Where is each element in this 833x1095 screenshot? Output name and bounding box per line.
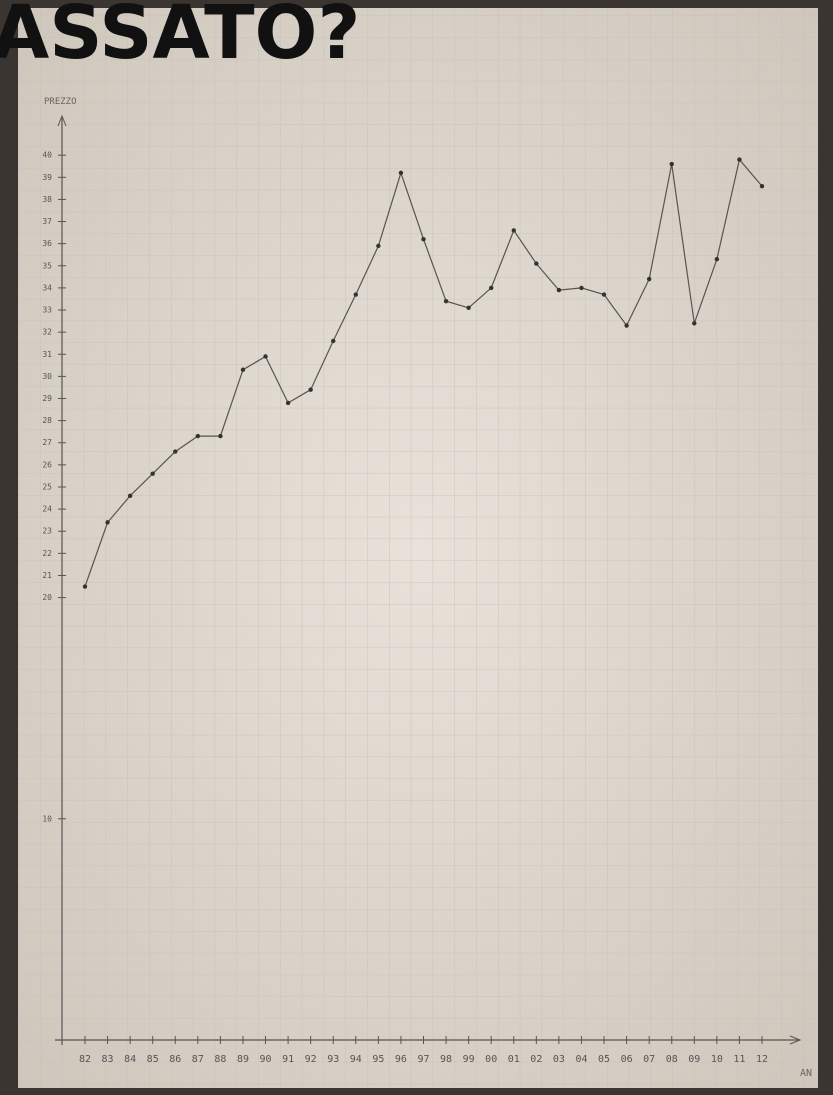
y-tick-label: 20 bbox=[42, 593, 52, 602]
x-tick-label: 87 bbox=[192, 1054, 204, 1065]
point bbox=[150, 471, 155, 476]
point bbox=[443, 298, 449, 304]
x-tick-label: 84 bbox=[124, 1054, 136, 1065]
y-tick-label: 26 bbox=[42, 460, 52, 469]
x-tick-label: 82 bbox=[79, 1054, 91, 1065]
point bbox=[534, 261, 539, 266]
point bbox=[195, 433, 201, 439]
point bbox=[759, 183, 765, 189]
x-tick-label: 11 bbox=[733, 1054, 745, 1065]
x-tick-label: 02 bbox=[530, 1054, 542, 1065]
y-axis-arrow bbox=[57, 114, 67, 127]
x-tick-label: 93 bbox=[327, 1054, 339, 1065]
x-tick-label: 07 bbox=[643, 1054, 655, 1065]
x-tick-label: 00 bbox=[485, 1054, 497, 1065]
y-tick-label: 31 bbox=[42, 350, 52, 359]
point bbox=[737, 157, 742, 162]
x-tick-label: 10 bbox=[711, 1054, 723, 1065]
point bbox=[579, 285, 584, 291]
y-tick-label: 29 bbox=[42, 394, 52, 403]
x-tick-label: 85 bbox=[147, 1054, 159, 1065]
x-tick-label: 92 bbox=[305, 1054, 317, 1065]
chart-title: ASSATO? bbox=[0, 0, 360, 76]
point bbox=[376, 243, 381, 249]
x-tick-label: 95 bbox=[372, 1054, 384, 1065]
x-tick-label: 99 bbox=[463, 1054, 475, 1065]
x-tick-label: 03 bbox=[553, 1054, 565, 1065]
y-tick-label: 23 bbox=[42, 527, 52, 536]
point bbox=[263, 354, 268, 359]
x-tick-label: 97 bbox=[417, 1054, 429, 1065]
point bbox=[466, 305, 471, 311]
point bbox=[218, 433, 223, 439]
x-tick-label: 01 bbox=[508, 1054, 520, 1065]
x-tick-label: 88 bbox=[214, 1054, 226, 1065]
y-tick-label: 21 bbox=[42, 571, 52, 580]
point bbox=[624, 323, 629, 328]
x-tick-label: 91 bbox=[282, 1054, 294, 1065]
point bbox=[173, 449, 178, 454]
point bbox=[714, 256, 720, 262]
x-tick-label: 12 bbox=[756, 1054, 768, 1065]
y-tick-label: 27 bbox=[42, 438, 52, 447]
point bbox=[105, 520, 110, 525]
point bbox=[489, 285, 494, 291]
x-axis-label: AN bbox=[800, 1068, 812, 1079]
y-tick-label: 37 bbox=[42, 217, 52, 226]
point bbox=[646, 276, 652, 282]
y-axis-label: PREZZO bbox=[44, 97, 77, 107]
x-tick-label: 83 bbox=[102, 1054, 114, 1065]
x-tick-label: 89 bbox=[237, 1054, 249, 1065]
x-tick-label: 90 bbox=[260, 1054, 272, 1065]
point bbox=[669, 161, 674, 167]
x-tick-label: 05 bbox=[598, 1054, 610, 1065]
point bbox=[331, 338, 336, 344]
x-tick-label: 98 bbox=[440, 1054, 452, 1065]
point bbox=[82, 584, 88, 589]
point bbox=[285, 400, 291, 406]
y-tick-label: 34 bbox=[42, 283, 52, 292]
x-tick-label: 96 bbox=[395, 1054, 407, 1065]
x-tick-label: 09 bbox=[688, 1054, 700, 1065]
point bbox=[421, 237, 426, 242]
point bbox=[398, 170, 404, 176]
y-tick-label: 40 bbox=[42, 151, 52, 160]
x-tick-label: 94 bbox=[350, 1054, 362, 1065]
x-tick-label: 06 bbox=[621, 1054, 633, 1065]
point bbox=[240, 367, 246, 372]
x-axis-arrow bbox=[789, 1035, 802, 1045]
y-tick-label: 24 bbox=[42, 505, 52, 514]
x-tick-label: 86 bbox=[169, 1054, 181, 1065]
point bbox=[556, 287, 562, 293]
point bbox=[353, 292, 358, 297]
point bbox=[692, 321, 697, 326]
y-tick-label: 33 bbox=[42, 306, 52, 315]
point bbox=[127, 493, 133, 499]
y-tick-label: 28 bbox=[42, 416, 52, 425]
y-tick-label: 10 bbox=[42, 814, 52, 823]
y-tick-label: 25 bbox=[42, 482, 52, 491]
point bbox=[308, 387, 313, 392]
point bbox=[601, 292, 607, 297]
x-tick-label: 08 bbox=[666, 1054, 678, 1065]
y-tick-label: 38 bbox=[42, 195, 52, 204]
y-tick-label: 39 bbox=[42, 173, 52, 182]
point bbox=[511, 228, 516, 233]
y-tick-label: 35 bbox=[42, 261, 52, 270]
x-tick-label: 04 bbox=[575, 1054, 587, 1065]
y-tick-label: 22 bbox=[42, 549, 52, 558]
y-tick-label: 32 bbox=[42, 328, 52, 337]
y-tick-label: 36 bbox=[42, 239, 52, 248]
y-tick-label: 30 bbox=[42, 372, 52, 381]
graph-paper-grid bbox=[18, 8, 818, 1088]
